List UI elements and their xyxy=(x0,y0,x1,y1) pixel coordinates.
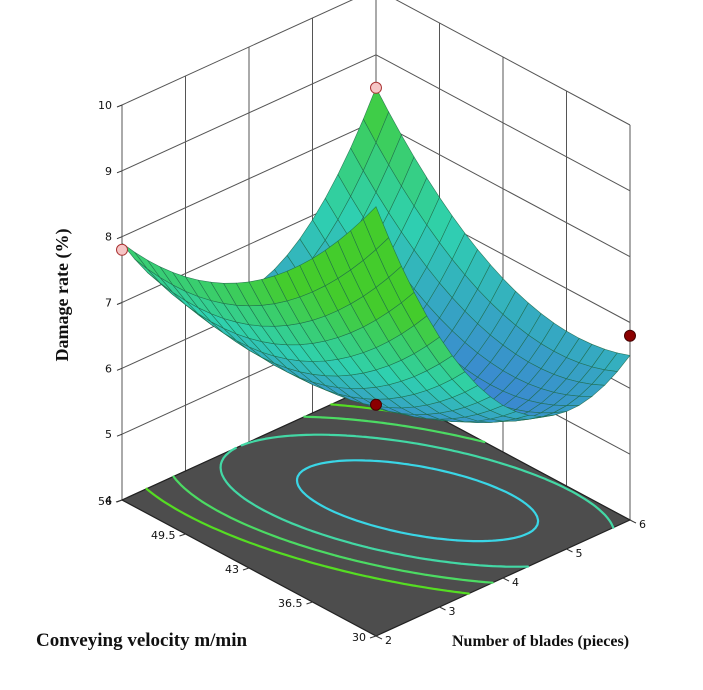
y-tick-label: 56 xyxy=(98,495,112,508)
y-tick-mark xyxy=(369,635,377,639)
y-tick-label: 36.5 xyxy=(278,597,303,610)
design-point xyxy=(116,243,128,256)
z-tick-mark xyxy=(116,104,123,108)
z-tick-label: 4 xyxy=(105,494,112,507)
z-tick-mark xyxy=(116,367,123,371)
y-axis-title: Conveying velocity m/min xyxy=(36,630,248,651)
x-tick-mark xyxy=(439,606,446,611)
x-tick-label: 2 xyxy=(385,634,392,647)
contour-line xyxy=(219,433,615,568)
y-tick-mark xyxy=(306,601,313,605)
z-tick-label: 7 xyxy=(105,297,112,310)
x-tick-mark xyxy=(629,519,637,524)
contour-lines xyxy=(145,403,615,595)
y-tick-label: 30 xyxy=(352,631,366,644)
contour-line xyxy=(172,415,494,584)
x-tick-label: 5 xyxy=(576,547,583,560)
y-tick-label: 43 xyxy=(225,563,239,576)
x-tick-label: 6 xyxy=(639,518,646,531)
x-tick-mark xyxy=(375,635,383,640)
x-tick-mark xyxy=(566,548,573,553)
z-tick-label: 8 xyxy=(105,231,112,244)
z-tick-mark xyxy=(116,170,123,174)
contour-line xyxy=(295,459,540,543)
design-point xyxy=(370,81,382,94)
response-surface xyxy=(121,87,631,423)
y-tick-mark xyxy=(115,499,123,503)
y-tick-label: 49.5 xyxy=(151,529,176,542)
z-tick-label: 5 xyxy=(105,428,112,441)
z-tick-label: 10 xyxy=(98,99,112,112)
z-tick-mark xyxy=(116,433,123,437)
wall-gridline xyxy=(121,0,631,126)
design-point xyxy=(624,329,636,342)
design-points xyxy=(116,81,636,411)
z-tick-label: 6 xyxy=(105,362,112,375)
x-tick-mark xyxy=(502,577,510,582)
y-tick-mark xyxy=(242,567,250,571)
z-tick-mark xyxy=(116,302,123,305)
design-point xyxy=(370,398,382,411)
x-tick-label: 4 xyxy=(512,576,519,589)
z-tick-mark xyxy=(116,236,123,240)
x-tick-label: 3 xyxy=(449,605,456,618)
z-tick-label: 9 xyxy=(105,165,112,178)
x-axis-title: Number of blades (pieces) xyxy=(452,633,629,650)
surface-patch xyxy=(362,206,390,251)
y-tick-mark xyxy=(179,533,186,537)
z-axis-title: Damage rate (%) xyxy=(52,229,73,362)
